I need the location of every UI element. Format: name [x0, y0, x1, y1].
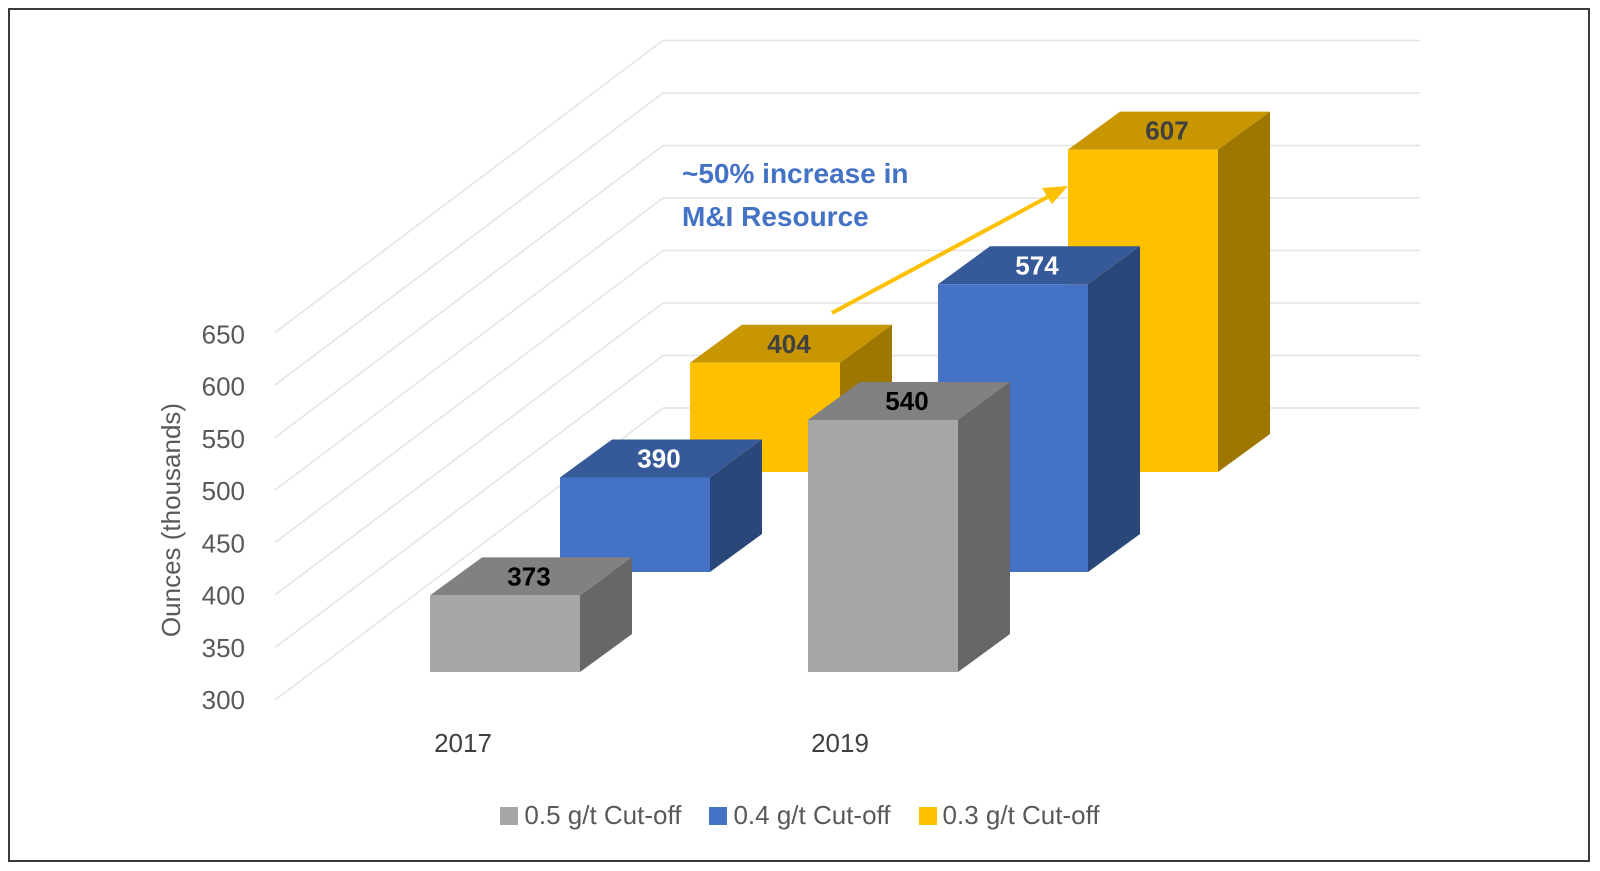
data-label: 574 — [1015, 250, 1059, 280]
bar-top-face — [690, 324, 892, 363]
data-label: 404 — [767, 329, 811, 359]
legend-item-0-5: 0.5 g/t Cut-off — [500, 800, 681, 831]
data-label: 373 — [507, 561, 550, 591]
annotation-arrowhead — [1042, 186, 1068, 204]
annotation-line-2: M&I Resource — [682, 201, 869, 232]
bar-top-face — [1068, 111, 1270, 150]
annotation-line-1: ~50% increase in — [682, 158, 908, 189]
legend-label: 0.5 g/t Cut-off — [524, 800, 682, 830]
bar-side-face — [958, 382, 1010, 672]
bar-side-face — [710, 439, 762, 572]
bar-side-face — [1088, 246, 1140, 573]
bar-front-face — [808, 420, 958, 672]
bar-front-face — [560, 477, 710, 572]
data-label: 390 — [637, 444, 680, 474]
bar-side-face — [1218, 111, 1270, 473]
legend-item-0-3: 0.3 g/t Cut-off — [918, 800, 1100, 831]
bar-top-face — [430, 557, 632, 596]
bar-side-face — [580, 557, 632, 672]
y-tick-label: 500 — [202, 476, 245, 506]
annotation-arrow — [831, 191, 1056, 315]
legend-item-0-4: 0.4 g/t Cut-off — [709, 800, 891, 831]
legend-label: 0.3 g/t Cut-off — [942, 800, 1100, 830]
data-label: 540 — [885, 386, 928, 416]
bar-top-face — [938, 246, 1140, 285]
y-tick-label: 550 — [202, 424, 245, 454]
annotation: ~50% increase in M&I Resource — [682, 158, 1068, 315]
y-tick-label: 300 — [202, 685, 245, 715]
bar-front-face — [430, 595, 580, 672]
legend-swatch-blue — [709, 806, 728, 825]
y-tick-label: 650 — [202, 319, 245, 349]
gridline-diagonal — [274, 92, 664, 386]
legend-label: 0.4 g/t Cut-off — [733, 800, 891, 830]
gridline-diagonal — [274, 144, 664, 439]
legend: 0.5 g/t Cut-off 0.4 g/t Cut-off 0.3 g/t … — [0, 800, 1600, 831]
x-category-label: 2017 — [434, 728, 492, 758]
gridline-diagonal — [274, 197, 664, 491]
data-label: 607 — [1145, 116, 1188, 146]
bar-0-5-g-t-cut-off-2019 — [808, 382, 1010, 672]
bar-0-5-g-t-cut-off-2017 — [430, 557, 632, 672]
bar-0-4-g-t-cut-off-2017 — [560, 439, 762, 572]
gridline-diagonal — [274, 249, 664, 544]
legend-swatch-gold — [918, 806, 937, 825]
gridline-diagonal — [274, 354, 664, 649]
y-tick-label: 400 — [202, 581, 245, 611]
x-category-label: 2019 — [811, 728, 869, 758]
bar-top-face — [560, 439, 762, 478]
gridline-diagonal — [274, 302, 664, 596]
bar-top-face — [808, 382, 1010, 420]
y-tick-label: 450 — [202, 528, 245, 558]
y-tick-label: 600 — [202, 372, 245, 402]
legend-swatch-gray — [500, 806, 519, 825]
y-axis-title: Ounces (thousands) — [156, 403, 186, 637]
bars — [430, 111, 1270, 672]
y-tick-label: 350 — [202, 633, 245, 663]
data-labels: 607 404 574 390 540 373 — [507, 116, 1188, 592]
y-axis-ticks: 650 600 550 500 450 400 350 300 — [202, 319, 245, 715]
gridline-diagonal — [274, 39, 664, 334]
x-axis-categories: 2017 2019 — [434, 728, 869, 758]
